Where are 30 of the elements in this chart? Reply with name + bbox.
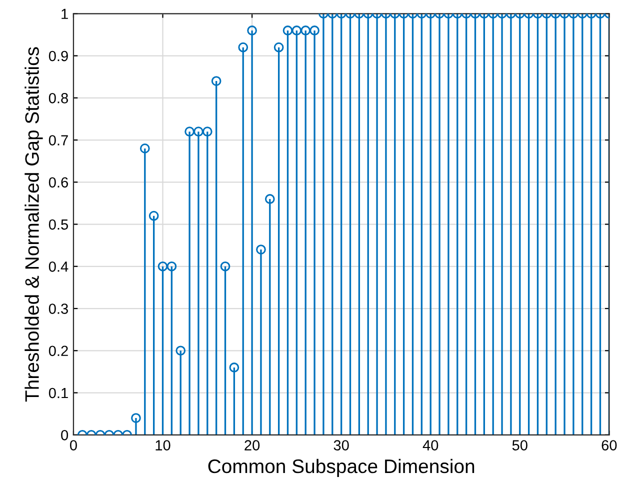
point (158, 261, 168, 272)
y-tick-label: 0.6 (48, 177, 68, 188)
x-tick-label: 0 (70, 440, 77, 450)
y-tick-label: 0 (61, 430, 68, 440)
point (166, 261, 177, 272)
y-tick-label: 0.4 (48, 261, 68, 272)
y-tick-label: 0.3 (48, 304, 68, 314)
point (184, 126, 194, 137)
x-tick-label: 30 (334, 440, 349, 450)
x-tick-label: 50 (512, 440, 528, 450)
point (140, 144, 150, 154)
point (264, 194, 275, 204)
y-tick-label: 0.9 (48, 50, 68, 62)
point (202, 126, 212, 137)
x-axis-title: Common Subspace Dimension (208, 458, 474, 478)
point (194, 126, 204, 137)
y-tick-label: 1 (62, 8, 68, 19)
y-tick-label: 0.8 (48, 92, 68, 104)
y-axis-title: Thresholded & Normalized Gap Statistics (24, 47, 43, 402)
point (256, 244, 266, 254)
y-tick-label: 0.1 (48, 388, 68, 398)
point (220, 261, 230, 272)
x-tick-label: 40 (422, 440, 438, 450)
y-tick-label: 0.2 (48, 346, 68, 356)
y-tick-label: 0.7 (48, 135, 68, 146)
y-tick-label: 0.5 (48, 219, 68, 230)
x-tick-label: 60 (602, 440, 617, 450)
x-tick-label: 10 (156, 440, 170, 450)
point (148, 210, 159, 221)
x-tick-label: 20 (244, 440, 260, 450)
